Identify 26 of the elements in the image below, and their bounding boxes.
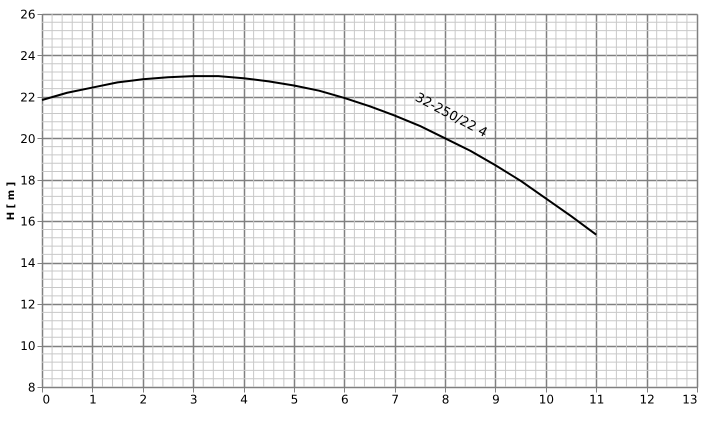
- x-tick-label: 13: [682, 392, 698, 406]
- x-tick-label: 12: [639, 392, 655, 406]
- x-tick-label: 7: [391, 392, 400, 406]
- x-tick-label: 8: [442, 392, 450, 406]
- x-tick-label: 9: [492, 392, 500, 406]
- x-tick-label: 3: [190, 392, 198, 406]
- x-tick-label: 0: [42, 392, 50, 406]
- y-tick-label: 20: [20, 132, 36, 146]
- x-tick-label: 4: [240, 392, 248, 406]
- y-tick-label: 12: [20, 298, 36, 312]
- x-tick-label: 10: [538, 392, 554, 406]
- y-tick-label: 16: [20, 214, 36, 229]
- y-tick-label: 24: [20, 48, 36, 63]
- x-tick-label: 6: [340, 392, 349, 406]
- line-series: [41, 75, 598, 236]
- y-axis-title: H [ m ]: [6, 182, 18, 220]
- x-tick-label: 11: [589, 392, 604, 406]
- x-tick-label: 1: [89, 392, 97, 406]
- x-tick-label: 5: [290, 392, 298, 406]
- y-tick-label: 26: [20, 8, 36, 22]
- y-tick-label: 14: [20, 256, 36, 270]
- y-tick-label: 10: [20, 339, 36, 354]
- y-tick-label: 18: [20, 173, 36, 188]
- y-tick-label: 22: [20, 90, 36, 104]
- x-tick-label: 2: [139, 392, 148, 406]
- y-tick-label: 8: [28, 380, 36, 394]
